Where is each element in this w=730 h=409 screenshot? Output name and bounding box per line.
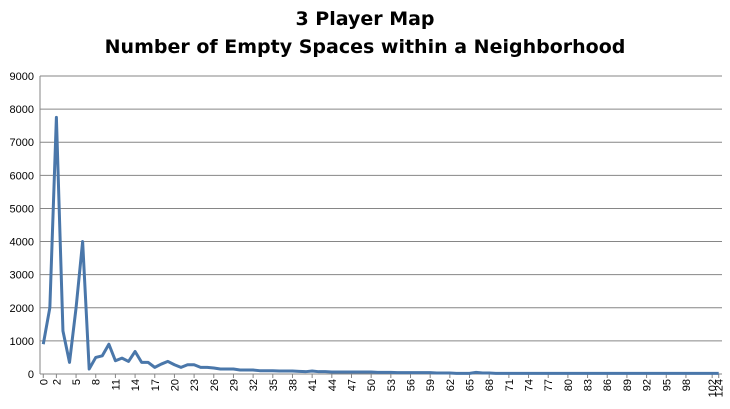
x-tick-label: 0	[38, 379, 50, 385]
x-tick-label: 32	[248, 379, 260, 391]
x-tick-label: 74	[524, 379, 536, 391]
series-line	[41, 115, 719, 375]
x-tick-label: 50	[366, 379, 378, 391]
x-tick-label: 98	[681, 379, 693, 391]
chart-subtitle: Number of Empty Spaces within a Neighbor…	[104, 36, 626, 58]
x-tick-label: 26	[209, 379, 221, 391]
x-tick-label: 44	[327, 379, 339, 391]
x-tick-label: 2	[51, 379, 63, 385]
x-tick-label: 68	[484, 379, 496, 391]
chart-title: 3 Player Map	[295, 8, 435, 30]
x-tick-label: 29	[228, 379, 240, 391]
x-tick-label: 8	[91, 379, 103, 385]
x-tick-label: 86	[602, 379, 614, 391]
x-tick-label: 65	[465, 379, 477, 391]
y-tick-label: 3000	[10, 270, 34, 282]
x-tick-label: 53	[386, 379, 398, 391]
x-tick-label: 102	[707, 379, 719, 397]
x-tick-label: 5	[71, 379, 83, 385]
x-tick-label: 11	[110, 379, 122, 390]
x-tick-label: 35	[268, 379, 280, 391]
x-tick-label: 56	[406, 379, 418, 391]
x-tick-label: 95	[661, 379, 673, 391]
x-tick-label: 77	[543, 379, 555, 391]
x-tick-label: 80	[563, 379, 575, 391]
y-tick-label: 2000	[10, 303, 34, 315]
x-tick-label: 20	[169, 379, 181, 391]
x-tick-label: 124	[714, 379, 726, 397]
x-tick-label: 47	[346, 379, 358, 391]
x-tick-label: 41	[307, 379, 319, 391]
y-tick-label: 9000	[10, 71, 34, 83]
x-tick-label: 92	[642, 379, 654, 391]
y-tick-label: 8000	[10, 104, 34, 116]
y-tick-label: 6000	[10, 170, 34, 182]
x-tick-label: 59	[425, 379, 437, 391]
y-tick-label: 0	[28, 369, 34, 381]
x-tick-label: 83	[583, 379, 595, 391]
y-tick-label: 7000	[10, 137, 34, 149]
x-tick-label: 38	[287, 379, 299, 391]
x-tick-label: 89	[622, 379, 634, 391]
x-tick-label: 23	[189, 379, 201, 391]
x-tick-label: 17	[150, 379, 162, 391]
y-tick-label: 4000	[10, 237, 34, 249]
x-tick-label: 14	[130, 379, 142, 391]
y-tick-label: 5000	[10, 203, 34, 215]
y-tick-label: 1000	[10, 336, 34, 348]
x-tick-label: 62	[445, 379, 457, 391]
x-tick-label: 71	[504, 379, 516, 391]
